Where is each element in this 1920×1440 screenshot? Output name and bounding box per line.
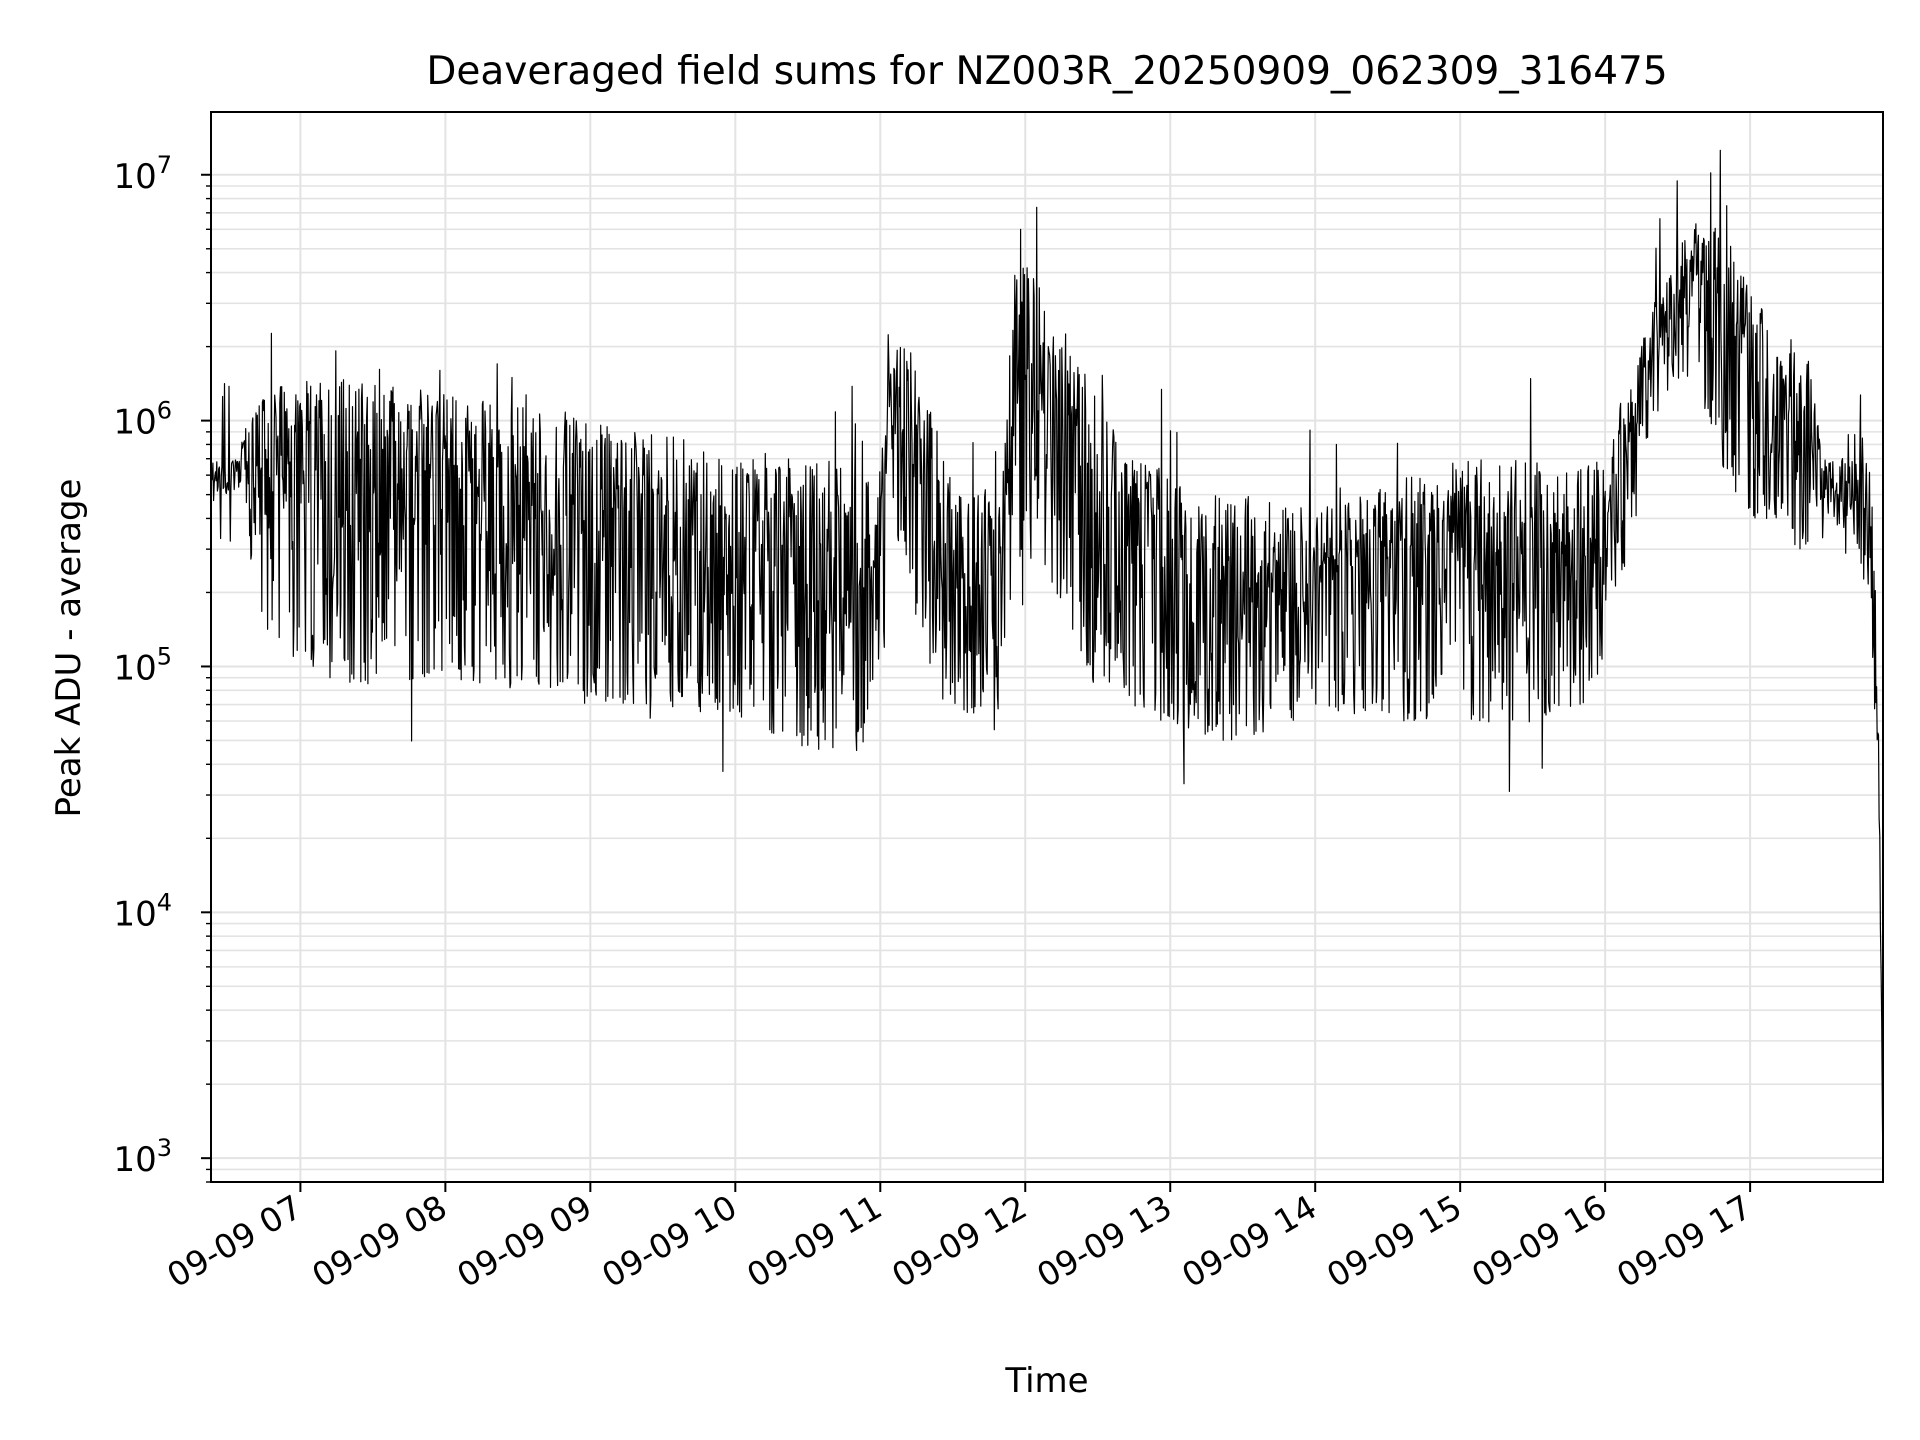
series-line xyxy=(210,149,1884,1181)
grid xyxy=(211,112,1883,1183)
plot-frame xyxy=(210,111,1884,1183)
y-tick-label-exponent: 3 xyxy=(157,1134,172,1162)
y-tick-label: 103 xyxy=(113,1134,172,1180)
y-axis-label: Peak ADU - average xyxy=(49,479,89,818)
y-tick-label-base: 10 xyxy=(113,1140,156,1180)
y-tick-label: 107 xyxy=(113,151,172,197)
y-tick-label-base: 10 xyxy=(113,894,156,934)
y-tick-label-base: 10 xyxy=(113,403,156,443)
y-tick-label: 104 xyxy=(113,888,172,934)
y-tick-label: 105 xyxy=(113,642,172,688)
y-tick-label-base: 10 xyxy=(113,648,156,688)
y-tick-label-base: 10 xyxy=(113,157,156,197)
series-trace xyxy=(210,149,1884,1181)
y-tick-label: 106 xyxy=(113,397,172,443)
chart-title: Deaveraged field sums for NZ003R_2025090… xyxy=(426,49,1667,94)
y-tick-label-exponent: 4 xyxy=(157,888,172,916)
tick-marks xyxy=(201,173,1752,1192)
x-axis-label: Time xyxy=(1004,1361,1088,1401)
y-tick-label-exponent: 7 xyxy=(157,151,172,179)
y-tick-label-exponent: 6 xyxy=(157,397,172,425)
y-tick-label-exponent: 5 xyxy=(157,642,172,670)
